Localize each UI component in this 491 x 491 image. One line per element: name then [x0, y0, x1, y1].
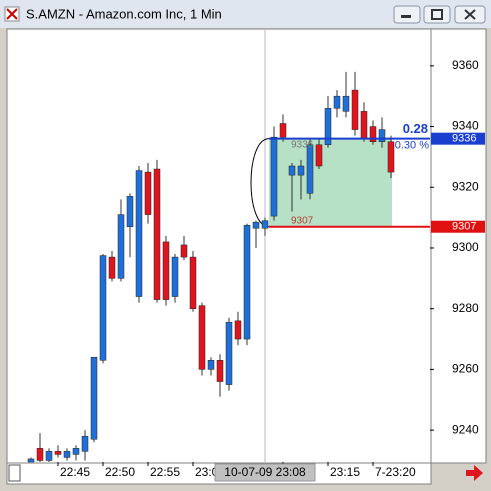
candle-body — [369, 126, 377, 142]
candle-body — [108, 256, 116, 279]
candle-body — [261, 220, 269, 229]
maximize-button[interactable] — [423, 5, 451, 24]
candle-body — [36, 448, 44, 461]
x-tick-label: 22:45 — [60, 465, 90, 479]
price-axis — [430, 28, 487, 464]
crosshair-label: 10-07-09 23:08 — [224, 465, 306, 479]
candle-body — [225, 322, 233, 385]
candle-body — [216, 360, 224, 382]
crosshair-tag — [214, 463, 316, 482]
candle-body — [153, 168, 161, 300]
candle-body — [189, 256, 197, 309]
candle-body — [126, 196, 134, 227]
candle-body — [198, 305, 206, 370]
candle-body — [351, 89, 359, 130]
candle-body — [342, 95, 350, 112]
candle-body — [360, 111, 368, 139]
candle-body — [63, 451, 71, 458]
position-zone — [269, 138, 392, 227]
close-glyph — [464, 9, 476, 20]
candle-body — [252, 221, 260, 229]
candle-body — [117, 214, 125, 279]
level-tag — [431, 220, 485, 233]
y-tick-label: 9300 — [452, 240, 479, 254]
x-tick-label: 22:50 — [105, 465, 135, 479]
plot-area — [6, 28, 432, 464]
candle-body — [72, 448, 80, 455]
candle-body — [387, 141, 395, 173]
zone-top-label: 9336 — [291, 139, 314, 150]
x-tick-label: 22:55 — [150, 465, 180, 479]
candle-body — [45, 451, 53, 461]
candle-body — [378, 129, 386, 142]
candle-body — [270, 136, 278, 217]
level-tag — [431, 132, 485, 145]
zone-change-pct: 0.30 % — [395, 140, 429, 152]
candle-body — [135, 170, 143, 297]
y-tick-label: 9260 — [452, 362, 479, 376]
candle-body — [315, 144, 323, 167]
candle-body — [243, 224, 251, 340]
zone-bottom-label: 9307 — [291, 215, 314, 226]
zone-change: 0.28 — [403, 121, 428, 136]
candle-body — [54, 451, 62, 455]
y-tick-label: 9280 — [452, 301, 479, 315]
candle-body — [306, 144, 314, 194]
candle-body — [234, 320, 242, 340]
candle-body — [180, 244, 188, 258]
candle-body — [279, 123, 287, 138]
x-tick-label: 7-23:20 — [375, 465, 416, 479]
y-tick-label: 9320 — [452, 179, 479, 193]
minimize-button[interactable] — [393, 5, 421, 24]
window-title: S.AMZN - Amazon.com Inc, 1 Min — [26, 6, 222, 21]
chart: 9240 9260 9280 9300 9320 9340 9360 9336 9307 9336… — [27, 30, 485, 482]
scroll-arrow[interactable] — [466, 465, 483, 481]
candle-body — [144, 171, 152, 215]
y-tick-label: 9360 — [452, 58, 479, 72]
candle-body — [90, 357, 98, 440]
candle-body — [324, 108, 332, 146]
y-tick-label: 9340 — [452, 119, 479, 133]
y-tick-label: 9240 — [452, 422, 479, 436]
level-label: 9307 — [452, 221, 476, 233]
candle-body — [162, 241, 170, 300]
level-label: 9336 — [452, 133, 476, 145]
window-icon-glyph — [6, 8, 18, 20]
candle-body — [81, 435, 89, 452]
candle-body — [288, 165, 296, 176]
candle-body — [297, 165, 305, 176]
candle-body — [27, 458, 35, 463]
x-tick-label: 23:15 — [330, 465, 360, 479]
scroll-box[interactable] — [8, 464, 21, 482]
minimize-glyph — [401, 15, 411, 18]
candle-body — [171, 256, 179, 297]
maximize-glyph — [431, 9, 443, 20]
candle-body — [333, 95, 341, 109]
candle-body — [207, 360, 215, 370]
candle-body — [99, 255, 107, 361]
